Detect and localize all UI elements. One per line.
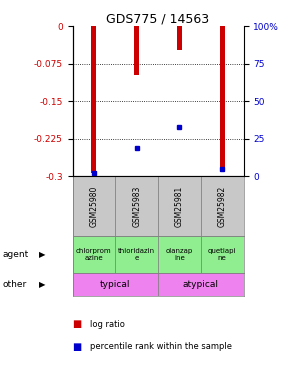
Text: ■: ■ bbox=[72, 320, 82, 329]
Text: ▶: ▶ bbox=[39, 280, 46, 289]
Text: ■: ■ bbox=[72, 342, 82, 352]
Text: quetiapi
ne: quetiapi ne bbox=[208, 248, 236, 261]
Bar bbox=[72, 176, 115, 236]
Bar bbox=[72, 236, 115, 273]
Text: GSM25981: GSM25981 bbox=[175, 186, 184, 227]
Bar bbox=[158, 176, 201, 236]
Text: GSM25982: GSM25982 bbox=[218, 186, 227, 227]
Text: GSM25980: GSM25980 bbox=[89, 186, 98, 227]
Text: typical: typical bbox=[100, 280, 130, 289]
Bar bbox=[220, 26, 225, 172]
Bar bbox=[177, 26, 182, 50]
Text: olanzap
ine: olanzap ine bbox=[166, 248, 193, 261]
Title: GDS775 / 14563: GDS775 / 14563 bbox=[106, 12, 210, 25]
Text: other: other bbox=[3, 280, 27, 289]
Bar bbox=[115, 236, 158, 273]
Text: chlorprom
azine: chlorprom azine bbox=[76, 248, 112, 261]
Text: percentile rank within the sample: percentile rank within the sample bbox=[90, 342, 232, 351]
Text: agent: agent bbox=[3, 250, 29, 259]
Bar bbox=[158, 273, 244, 296]
Bar bbox=[91, 26, 97, 173]
Text: ▶: ▶ bbox=[39, 250, 46, 259]
Bar bbox=[201, 236, 244, 273]
Bar bbox=[115, 176, 158, 236]
Text: GSM25983: GSM25983 bbox=[132, 186, 141, 227]
Bar bbox=[72, 273, 158, 296]
Text: thioridazin
e: thioridazin e bbox=[118, 248, 155, 261]
Bar bbox=[134, 26, 139, 75]
Bar bbox=[201, 176, 244, 236]
Bar bbox=[158, 236, 201, 273]
Text: log ratio: log ratio bbox=[90, 320, 125, 329]
Text: atypical: atypical bbox=[183, 280, 219, 289]
